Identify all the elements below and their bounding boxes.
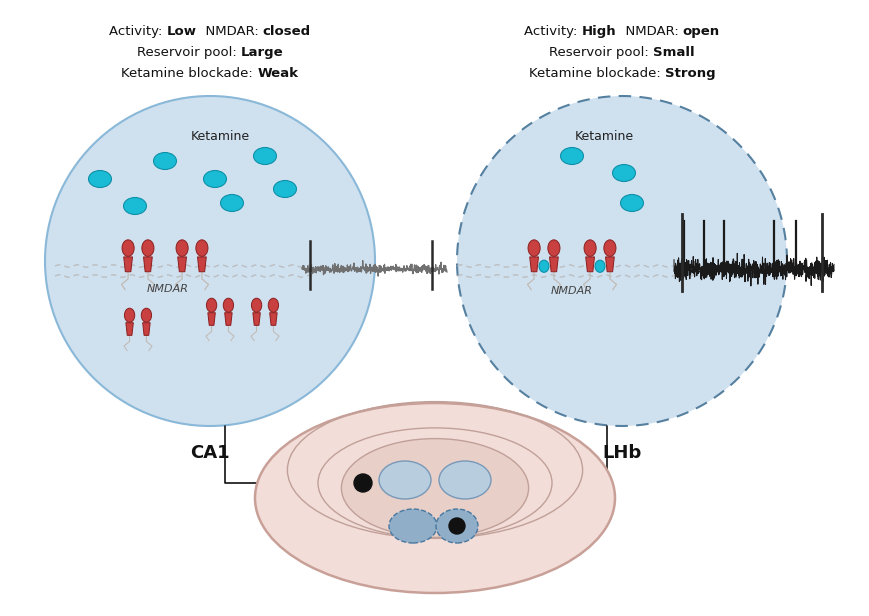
Circle shape xyxy=(354,474,372,492)
Text: Ketamine: Ketamine xyxy=(190,129,249,142)
Text: NMDAR:: NMDAR: xyxy=(196,25,262,38)
Text: Strong: Strong xyxy=(664,67,714,80)
Text: Activity:: Activity: xyxy=(109,25,167,38)
Ellipse shape xyxy=(223,298,233,312)
Ellipse shape xyxy=(620,195,643,211)
Ellipse shape xyxy=(89,171,111,187)
Polygon shape xyxy=(529,257,538,272)
Ellipse shape xyxy=(153,153,176,169)
Ellipse shape xyxy=(560,147,583,164)
Text: NMDAR:: NMDAR: xyxy=(616,25,682,38)
Ellipse shape xyxy=(253,147,276,164)
Text: LHb: LHb xyxy=(601,444,641,462)
Ellipse shape xyxy=(612,164,634,182)
Polygon shape xyxy=(177,257,186,272)
Polygon shape xyxy=(143,323,150,335)
Ellipse shape xyxy=(527,240,540,256)
Polygon shape xyxy=(197,257,206,272)
Text: Large: Large xyxy=(241,46,283,59)
Text: open: open xyxy=(682,25,719,38)
Polygon shape xyxy=(143,257,152,272)
Circle shape xyxy=(448,518,464,534)
Ellipse shape xyxy=(268,298,278,312)
Text: Reservoir pool:: Reservoir pool: xyxy=(136,46,241,59)
Polygon shape xyxy=(605,257,614,272)
Ellipse shape xyxy=(379,461,430,499)
Text: Weak: Weak xyxy=(257,67,298,80)
Polygon shape xyxy=(224,313,232,325)
Ellipse shape xyxy=(123,198,146,214)
Ellipse shape xyxy=(255,403,614,593)
Circle shape xyxy=(456,96,786,426)
Polygon shape xyxy=(123,257,132,272)
Polygon shape xyxy=(126,323,133,335)
Text: Small: Small xyxy=(653,46,694,59)
Ellipse shape xyxy=(141,308,151,322)
Text: Low: Low xyxy=(167,25,196,38)
Text: CA1: CA1 xyxy=(190,444,229,462)
Polygon shape xyxy=(253,313,260,325)
Ellipse shape xyxy=(122,240,134,256)
Ellipse shape xyxy=(341,439,528,537)
Ellipse shape xyxy=(124,308,135,322)
Text: Activity:: Activity: xyxy=(524,25,581,38)
Ellipse shape xyxy=(603,240,615,256)
Circle shape xyxy=(45,96,375,426)
Text: NMDAR: NMDAR xyxy=(147,284,189,294)
Text: High: High xyxy=(581,25,616,38)
Ellipse shape xyxy=(220,195,243,211)
Polygon shape xyxy=(585,257,594,272)
Ellipse shape xyxy=(594,260,604,272)
Ellipse shape xyxy=(203,171,226,187)
Text: Ketamine blockade:: Ketamine blockade: xyxy=(122,67,257,80)
Ellipse shape xyxy=(539,260,548,272)
Ellipse shape xyxy=(196,240,208,256)
Text: Ketamine: Ketamine xyxy=(574,129,633,142)
Ellipse shape xyxy=(142,240,154,256)
Ellipse shape xyxy=(547,240,560,256)
Ellipse shape xyxy=(176,240,188,256)
Ellipse shape xyxy=(435,509,477,543)
Polygon shape xyxy=(208,313,216,325)
Ellipse shape xyxy=(206,298,216,312)
Text: Ketamine blockade:: Ketamine blockade: xyxy=(528,67,664,80)
Ellipse shape xyxy=(273,180,296,198)
Polygon shape xyxy=(269,313,277,325)
Ellipse shape xyxy=(439,461,490,499)
Text: Reservoir pool:: Reservoir pool: xyxy=(548,46,653,59)
Ellipse shape xyxy=(583,240,595,256)
Text: NMDAR: NMDAR xyxy=(550,286,593,296)
Ellipse shape xyxy=(388,509,436,543)
Ellipse shape xyxy=(251,298,262,312)
Text: closed: closed xyxy=(262,25,310,38)
Polygon shape xyxy=(549,257,558,272)
